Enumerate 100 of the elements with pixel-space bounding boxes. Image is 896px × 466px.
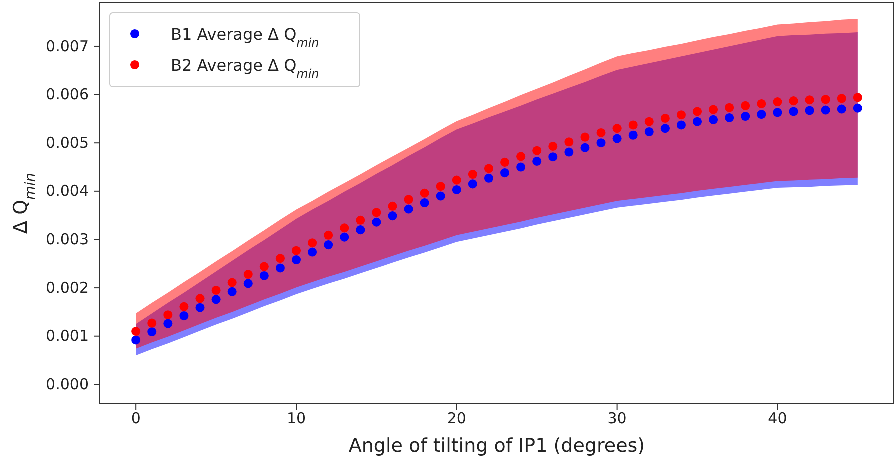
point xyxy=(644,127,654,136)
point xyxy=(292,246,302,256)
y-tick-label: 0.001 xyxy=(46,327,89,346)
point xyxy=(596,128,606,138)
point xyxy=(260,271,269,280)
point xyxy=(164,310,173,320)
point xyxy=(757,99,766,108)
point xyxy=(404,204,414,214)
point xyxy=(356,216,366,225)
point xyxy=(532,146,542,156)
point xyxy=(821,95,830,104)
point xyxy=(596,138,606,148)
point xyxy=(452,176,462,185)
point xyxy=(628,120,638,130)
point xyxy=(741,112,750,122)
point xyxy=(773,108,782,118)
point xyxy=(276,254,285,264)
point xyxy=(773,98,782,107)
y-tick-label: 0.004 xyxy=(46,182,89,200)
point xyxy=(709,105,718,114)
y-tick-label: 0.000 xyxy=(46,375,89,394)
point xyxy=(484,174,494,183)
y-tick-label: 0.003 xyxy=(46,230,89,249)
point xyxy=(660,114,670,123)
point xyxy=(644,117,654,126)
point xyxy=(260,262,269,272)
point xyxy=(244,270,253,280)
point xyxy=(853,104,862,113)
point xyxy=(324,230,334,240)
point xyxy=(420,188,430,198)
point xyxy=(436,182,446,192)
point xyxy=(196,294,205,304)
y-tick-label: 0.006 xyxy=(46,86,89,104)
point xyxy=(564,138,574,147)
point xyxy=(148,318,157,328)
point xyxy=(212,295,221,304)
point xyxy=(164,319,173,328)
x-tick-label: 20 xyxy=(447,410,466,428)
point xyxy=(356,226,366,235)
point xyxy=(500,168,510,178)
point xyxy=(212,286,221,295)
point xyxy=(564,148,574,157)
point xyxy=(692,107,702,116)
point xyxy=(228,287,237,296)
x-axis-title: Angle of tilting of IP1 (degrees) xyxy=(348,435,646,457)
point xyxy=(692,117,702,126)
point xyxy=(725,113,734,122)
point xyxy=(580,132,590,142)
point xyxy=(308,238,318,248)
point xyxy=(741,101,750,110)
point xyxy=(404,195,414,204)
point xyxy=(452,185,462,194)
point xyxy=(837,94,846,104)
point xyxy=(612,134,622,144)
point xyxy=(276,264,285,273)
x-tick-label: 0 xyxy=(131,410,141,428)
point xyxy=(372,218,382,227)
point xyxy=(853,93,862,102)
y-tick-label: 0.007 xyxy=(46,37,89,56)
point xyxy=(196,303,205,312)
point xyxy=(436,192,446,201)
point xyxy=(805,106,814,116)
point xyxy=(516,162,526,172)
point xyxy=(725,103,734,112)
x-tick-label: 40 xyxy=(768,410,788,428)
point xyxy=(148,328,157,337)
point xyxy=(516,152,526,162)
point xyxy=(757,110,766,120)
point xyxy=(789,107,798,116)
point xyxy=(789,96,798,106)
point xyxy=(709,115,718,124)
point xyxy=(340,224,350,233)
point xyxy=(548,142,558,151)
point xyxy=(628,130,638,140)
point xyxy=(837,104,846,114)
point xyxy=(308,248,318,257)
point xyxy=(468,180,478,189)
x-tick-label: 10 xyxy=(286,410,306,428)
point xyxy=(132,327,141,336)
point xyxy=(180,302,189,312)
point xyxy=(612,124,622,134)
y-tick-label: 0.005 xyxy=(46,134,89,152)
point xyxy=(388,212,398,221)
point xyxy=(388,202,398,211)
point xyxy=(468,170,478,180)
point xyxy=(292,256,302,265)
point xyxy=(532,156,542,166)
legend-label: B2 Average Δ Q$_{min}$ xyxy=(171,56,320,81)
point xyxy=(420,198,430,208)
point xyxy=(324,240,334,250)
point xyxy=(500,158,510,167)
point xyxy=(180,312,189,321)
x-tick-label: 30 xyxy=(608,410,627,428)
point xyxy=(484,164,494,174)
point xyxy=(340,232,350,242)
point xyxy=(676,110,686,120)
point xyxy=(805,96,814,105)
point xyxy=(372,208,382,218)
point xyxy=(548,152,558,162)
legend-label: B1 Average Δ Q$_{min}$ xyxy=(171,25,320,50)
